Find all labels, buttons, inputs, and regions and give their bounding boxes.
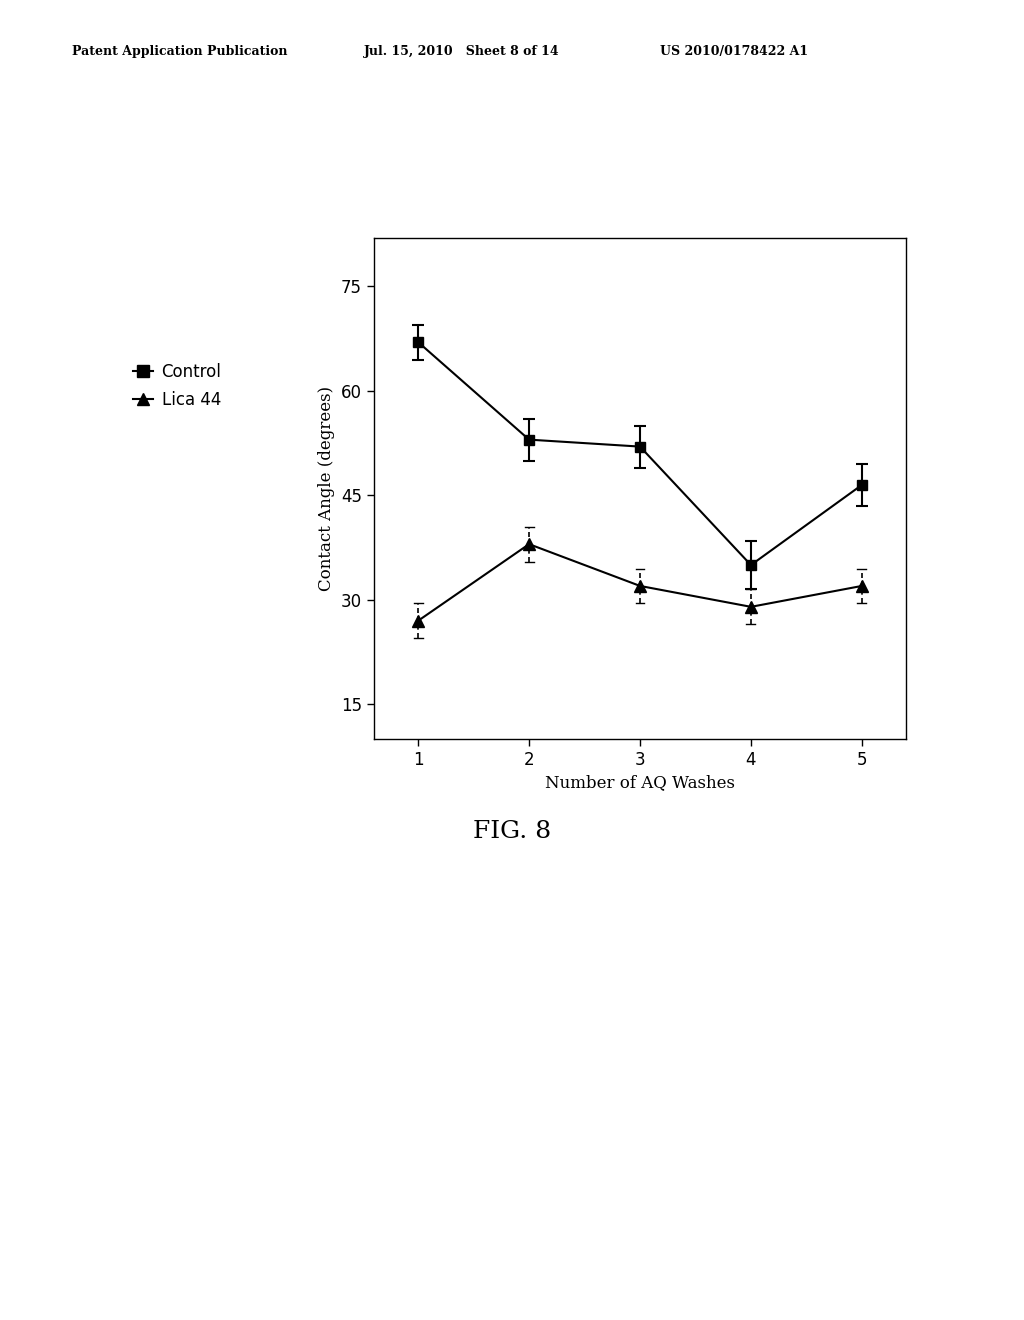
Text: US 2010/0178422 A1: US 2010/0178422 A1 [660,45,809,58]
Text: Patent Application Publication: Patent Application Publication [72,45,287,58]
Text: FIG. 8: FIG. 8 [473,820,551,843]
Legend: Control, Lica 44: Control, Lica 44 [127,356,228,416]
Text: Jul. 15, 2010   Sheet 8 of 14: Jul. 15, 2010 Sheet 8 of 14 [364,45,559,58]
X-axis label: Number of AQ Washes: Number of AQ Washes [545,775,735,792]
Y-axis label: Contact Angle (degrees): Contact Angle (degrees) [318,385,335,591]
